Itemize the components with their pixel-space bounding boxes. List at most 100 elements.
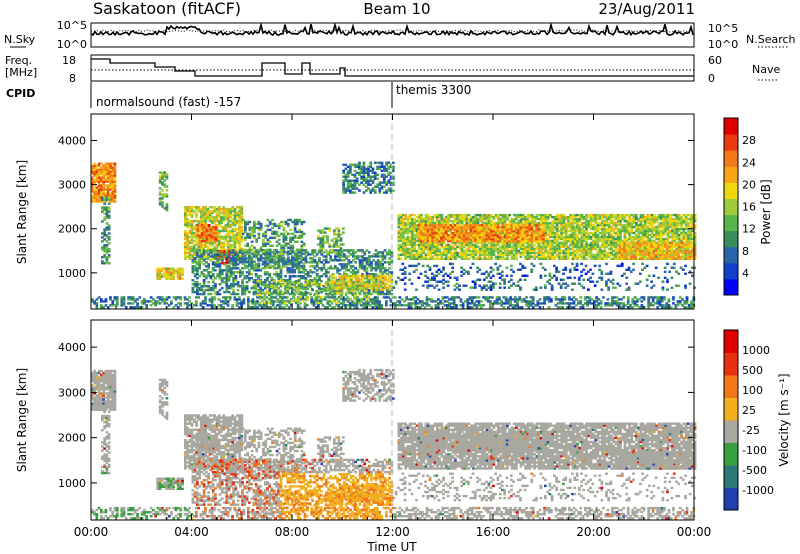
noise-left-tick-low: 10^0: [57, 38, 87, 51]
power-cell: [232, 255, 235, 258]
power-cell: [521, 221, 525, 225]
power-cell: [163, 267, 166, 270]
power-cell: [388, 288, 392, 291]
power-cell: [111, 166, 115, 169]
power-cell: [197, 208, 201, 211]
power-cell: [197, 257, 201, 260]
power-cell: [255, 250, 258, 253]
power-cell: [374, 282, 378, 285]
power-cell: [417, 253, 421, 256]
power-cell: [156, 267, 159, 270]
power-cell: [284, 285, 287, 288]
power-cell: [202, 247, 205, 251]
power-cell: [231, 235, 235, 239]
power-cell: [342, 183, 345, 186]
power-cell: [107, 250, 111, 253]
power-cell: [402, 227, 405, 231]
power-cell: [200, 273, 204, 276]
power-cell: [229, 269, 233, 272]
power-cell: [573, 225, 577, 229]
power-cell: [392, 183, 395, 186]
power-cell: [268, 251, 272, 254]
power-cell: [214, 240, 218, 243]
power-cell: [241, 286, 244, 290]
power-cell: [402, 235, 405, 239]
power-cell: [349, 253, 353, 256]
power-cell: [377, 286, 380, 289]
power-cell: [386, 261, 389, 264]
power-cell: [300, 249, 303, 252]
power-cell: [379, 278, 383, 281]
power-cell: [218, 263, 222, 266]
power-cell: [236, 288, 240, 292]
power-cell: [231, 245, 235, 249]
power-cell: [196, 232, 200, 235]
power-cell: [365, 269, 369, 272]
power-cell: [399, 245, 403, 249]
power-cell: [191, 261, 195, 264]
power-cell: [233, 245, 237, 249]
power-cell: [198, 292, 201, 296]
power-cell: [551, 219, 554, 223]
power-cell: [422, 243, 426, 247]
power-cell: [196, 255, 199, 258]
power-cell: [262, 240, 265, 243]
power-cell: [225, 255, 229, 258]
power-cell: [263, 249, 267, 252]
power-cell: [250, 226, 254, 230]
power-cell: [220, 277, 224, 280]
power-cell: [229, 231, 232, 235]
power-cell: [209, 251, 213, 254]
power-cell: [102, 186, 105, 189]
power-cell: [334, 276, 337, 279]
power-cell: [215, 211, 219, 215]
power-cell: [225, 275, 229, 278]
power-cell: [339, 233, 343, 236]
power-cell: [104, 164, 108, 167]
power-cell: [381, 277, 385, 280]
power-cell: [346, 171, 350, 174]
power-cell: [338, 269, 342, 272]
power-cell: [623, 223, 627, 227]
power-cell: [424, 221, 428, 225]
power-cell: [201, 234, 204, 237]
power-cell: [358, 249, 362, 252]
power-cell: [389, 165, 393, 168]
power-cell: [263, 257, 267, 260]
power-cell: [515, 213, 518, 217]
power-cell: [365, 271, 369, 274]
power-cell: [190, 235, 194, 239]
power-cell: [353, 173, 357, 176]
noise-panel-frame: [90, 22, 695, 48]
power-cell: [386, 253, 389, 256]
power-cell: [101, 240, 104, 243]
power-cell: [293, 220, 297, 224]
power-cell: [107, 198, 111, 201]
power-cell: [244, 226, 247, 230]
power-cell: [208, 206, 212, 209]
power-cell: [567, 229, 570, 233]
power-cell: [280, 224, 283, 228]
power-cell: [190, 247, 194, 251]
power-cell: [345, 276, 349, 279]
power-cell: [333, 233, 336, 236]
power-cell: [380, 181, 384, 184]
power-cell: [229, 239, 232, 243]
power-cell: [248, 290, 251, 294]
power-cell: [623, 213, 627, 217]
power-cell: [218, 275, 222, 278]
power-cell: [218, 292, 222, 296]
power-cell: [280, 266, 283, 269]
power-cell: [370, 286, 374, 289]
power-cell: [229, 215, 232, 219]
power-cell: [195, 206, 198, 209]
power-cell: [408, 217, 412, 221]
power-cell: [389, 181, 393, 184]
power-cell: [107, 242, 111, 245]
power-cell: [415, 219, 419, 223]
power-cell: [560, 255, 563, 258]
power-cell: [327, 261, 330, 264]
power-cell: [163, 207, 167, 210]
power-cell: [266, 266, 270, 269]
power-cell: [165, 271, 169, 274]
